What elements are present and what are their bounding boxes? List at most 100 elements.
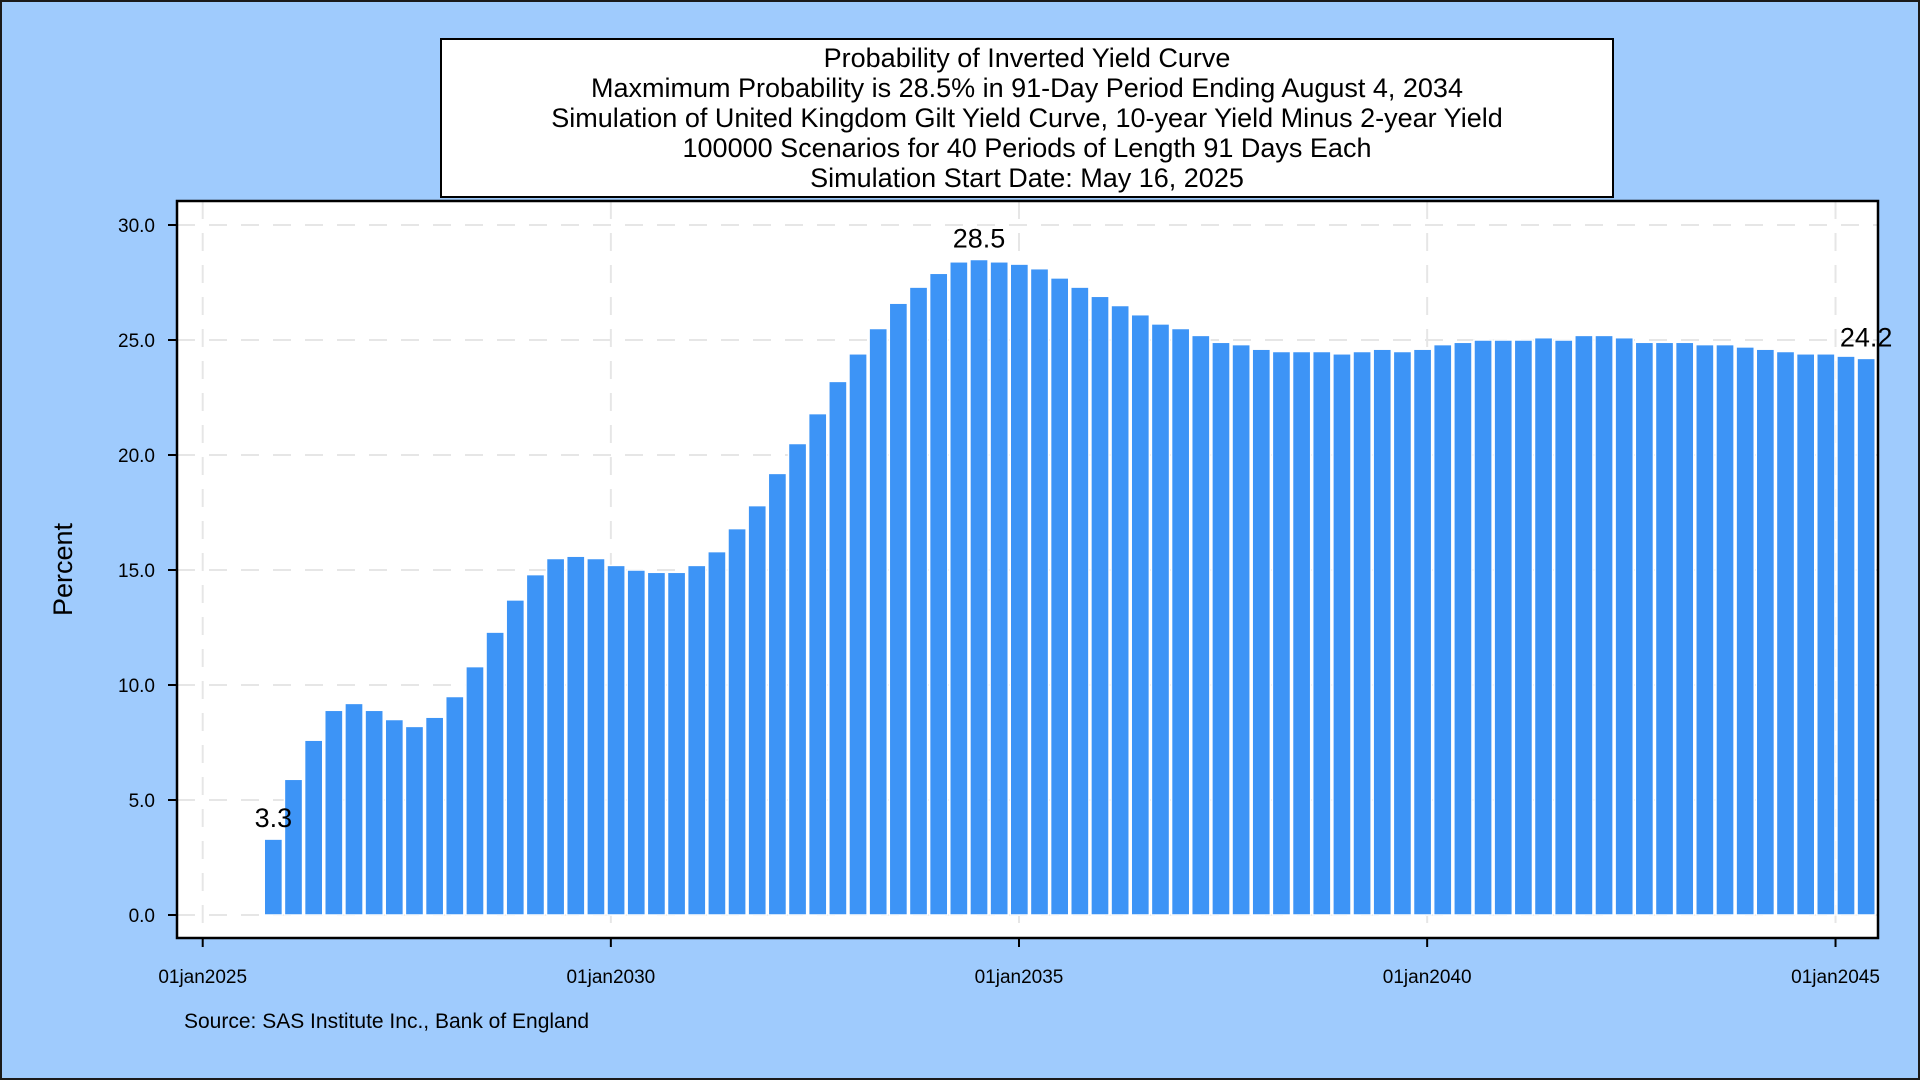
bar (1775, 350, 1796, 916)
bar (767, 472, 788, 916)
bar (868, 327, 889, 916)
chart-subtitle-scenarios: 100000 Scenarios for 40 Periods of Lengt… (682, 133, 1372, 163)
bar (465, 665, 485, 916)
bar (1392, 350, 1413, 916)
bar (928, 272, 949, 916)
bar (1735, 346, 1756, 916)
bar (263, 838, 284, 916)
bar (949, 261, 969, 916)
bar (888, 302, 909, 916)
data-labels: 3.3 28.5 24.2 (255, 224, 1893, 834)
bar (1815, 353, 1836, 916)
bar (1332, 353, 1352, 916)
bar (686, 564, 707, 916)
bar (666, 571, 687, 916)
x-tick-label: 01jan2045 (1791, 967, 1880, 988)
bar (323, 709, 344, 916)
bar (1069, 286, 1090, 916)
bar (646, 571, 667, 916)
data-label: 3.3 (255, 803, 293, 833)
y-tick-label: 0.0 (129, 906, 155, 927)
bar (1493, 339, 1514, 916)
bar (485, 631, 505, 916)
bar (747, 504, 768, 916)
chart-subtitle-simulation: Simulation of United Kingdom Gilt Yield … (551, 103, 1503, 133)
bar (545, 557, 566, 916)
x-tick-label: 01jan2035 (975, 967, 1064, 988)
x-tick-label: 01jan2040 (1383, 967, 1472, 988)
bar (303, 739, 324, 916)
bar (989, 261, 1010, 916)
bar (364, 709, 384, 916)
bar (424, 716, 445, 916)
bar (1372, 348, 1393, 916)
bar (969, 258, 989, 916)
x-tick-label: 01jan2030 (566, 967, 655, 988)
bar (1190, 334, 1211, 916)
axes: 0.0 5.0 10.0 15.0 20.0 25.0 30.0 01jan2025 01jan… (118, 199, 1880, 988)
y-tick-label: 20.0 (118, 446, 155, 467)
bar (606, 564, 626, 916)
chart-title-box: Probability of Inverted Yield Curve Maxm… (440, 38, 1614, 198)
bar (1412, 348, 1433, 916)
bar (1130, 313, 1151, 916)
bar (1251, 348, 1272, 916)
bar (1513, 339, 1534, 916)
bar (404, 725, 425, 916)
bar (807, 412, 828, 916)
chart-title: Probability of Inverted Yield Curve (823, 43, 1231, 73)
data-label: 28.5 (953, 224, 1006, 254)
bar (787, 442, 808, 916)
y-tick-label: 15.0 (118, 561, 155, 582)
bar (1695, 343, 1715, 916)
y-tick-label: 5.0 (129, 791, 155, 812)
bar (1654, 341, 1675, 916)
bar (727, 527, 747, 916)
bar (525, 573, 546, 916)
bar (1453, 341, 1473, 916)
bar (1594, 334, 1614, 916)
bar (1755, 348, 1776, 916)
bar (1432, 343, 1453, 916)
bar (1715, 343, 1735, 916)
bar (283, 778, 304, 916)
chart-subtitle-start-date: Simulation Start Date: May 16, 2025 (810, 163, 1244, 193)
bar (1009, 263, 1030, 916)
bar (1473, 339, 1493, 916)
data-label: 24.2 (1840, 322, 1893, 352)
bar (707, 550, 727, 916)
bar (1150, 323, 1171, 916)
bar (1574, 334, 1594, 916)
bar (1836, 355, 1856, 916)
y-tick-label: 25.0 (118, 331, 155, 352)
bar (1795, 353, 1816, 916)
bar (586, 557, 606, 916)
chart-subtitle-max-probability: Maxmimum Probability is 28.5% in 91-Day … (591, 73, 1463, 103)
bar (1090, 295, 1110, 916)
bar (1271, 350, 1292, 916)
bar (828, 380, 848, 916)
bar (1553, 339, 1574, 916)
bar (908, 286, 929, 916)
y-axis-label: Percent (48, 522, 78, 616)
y-tick-label: 10.0 (118, 676, 155, 697)
x-tick-label: 01jan2025 (158, 967, 247, 988)
bar (1674, 341, 1695, 916)
bar (626, 569, 647, 916)
bars (263, 258, 1876, 916)
bar (1231, 343, 1251, 916)
bar (1170, 327, 1191, 916)
bar (565, 555, 586, 916)
bar (1211, 341, 1231, 916)
source-note: Source: SAS Institute Inc., Bank of Engl… (184, 1010, 590, 1033)
y-tick-label: 30.0 (118, 216, 155, 237)
bar (384, 718, 405, 916)
bar (1029, 267, 1050, 916)
bar (1049, 277, 1070, 916)
bar (1110, 304, 1130, 916)
bar (1614, 336, 1635, 916)
bar (1311, 350, 1332, 916)
bar (848, 353, 868, 916)
bar (444, 695, 465, 916)
